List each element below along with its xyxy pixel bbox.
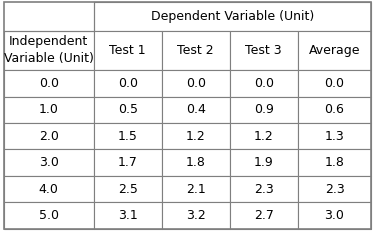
- Text: 1.0: 1.0: [39, 103, 59, 116]
- Bar: [4, 202, 94, 229]
- Text: Independent
Variable (Unit): Independent Variable (Unit): [4, 35, 94, 65]
- Text: 0.0: 0.0: [39, 77, 59, 90]
- Text: 1.7: 1.7: [118, 156, 138, 169]
- Bar: [94, 97, 162, 123]
- Bar: [230, 176, 298, 202]
- Bar: [162, 97, 230, 123]
- Text: 1.2: 1.2: [254, 130, 274, 143]
- Bar: [162, 31, 230, 70]
- Text: 0.5: 0.5: [118, 103, 138, 116]
- Bar: [4, 31, 94, 70]
- Text: Test 1: Test 1: [110, 44, 146, 57]
- Bar: [94, 149, 162, 176]
- Bar: [230, 149, 298, 176]
- Bar: [230, 202, 298, 229]
- Text: 0.0: 0.0: [254, 77, 274, 90]
- Text: Test 2: Test 2: [177, 44, 214, 57]
- Text: 3.0: 3.0: [324, 209, 344, 222]
- Text: 0.6: 0.6: [324, 103, 344, 116]
- Bar: [298, 176, 371, 202]
- Text: 3.0: 3.0: [39, 156, 59, 169]
- Text: 0.4: 0.4: [186, 103, 206, 116]
- Text: 1.8: 1.8: [324, 156, 344, 169]
- Text: Dependent Variable (Unit): Dependent Variable (Unit): [151, 10, 314, 23]
- Text: 0.0: 0.0: [324, 77, 345, 90]
- Bar: [298, 97, 371, 123]
- Text: 2.3: 2.3: [325, 182, 344, 196]
- Text: 2.5: 2.5: [118, 182, 138, 196]
- Bar: [162, 123, 230, 149]
- Text: 2.7: 2.7: [254, 209, 274, 222]
- Bar: [298, 31, 371, 70]
- Bar: [298, 123, 371, 149]
- Text: 1.8: 1.8: [186, 156, 206, 169]
- Text: 2.0: 2.0: [39, 130, 59, 143]
- Bar: [94, 70, 162, 97]
- Bar: [162, 176, 230, 202]
- Bar: [94, 123, 162, 149]
- Text: 2.3: 2.3: [254, 182, 274, 196]
- Bar: [230, 97, 298, 123]
- Text: 0.9: 0.9: [254, 103, 274, 116]
- Bar: [94, 176, 162, 202]
- Text: 1.9: 1.9: [254, 156, 274, 169]
- Bar: [94, 31, 162, 70]
- Bar: [298, 149, 371, 176]
- Text: Average: Average: [309, 44, 360, 57]
- Bar: [230, 31, 298, 70]
- Bar: [4, 149, 94, 176]
- Text: 1.5: 1.5: [118, 130, 138, 143]
- Bar: [4, 70, 94, 97]
- Text: 4.0: 4.0: [39, 182, 59, 196]
- Bar: [298, 70, 371, 97]
- Bar: [230, 70, 298, 97]
- Bar: [298, 202, 371, 229]
- Bar: [162, 70, 230, 97]
- Bar: [94, 2, 371, 31]
- Bar: [4, 2, 94, 31]
- Text: 2.1: 2.1: [186, 182, 206, 196]
- Text: 0.0: 0.0: [118, 77, 138, 90]
- Bar: [4, 97, 94, 123]
- Text: 3.1: 3.1: [118, 209, 138, 222]
- Text: 1.3: 1.3: [325, 130, 344, 143]
- Bar: [4, 176, 94, 202]
- Text: 0.0: 0.0: [186, 77, 206, 90]
- Text: 5.0: 5.0: [39, 209, 59, 222]
- Text: 1.2: 1.2: [186, 130, 206, 143]
- Bar: [230, 123, 298, 149]
- Bar: [162, 149, 230, 176]
- Text: Test 3: Test 3: [246, 44, 282, 57]
- Bar: [4, 123, 94, 149]
- Bar: [94, 202, 162, 229]
- Bar: [162, 202, 230, 229]
- Text: 3.2: 3.2: [186, 209, 206, 222]
